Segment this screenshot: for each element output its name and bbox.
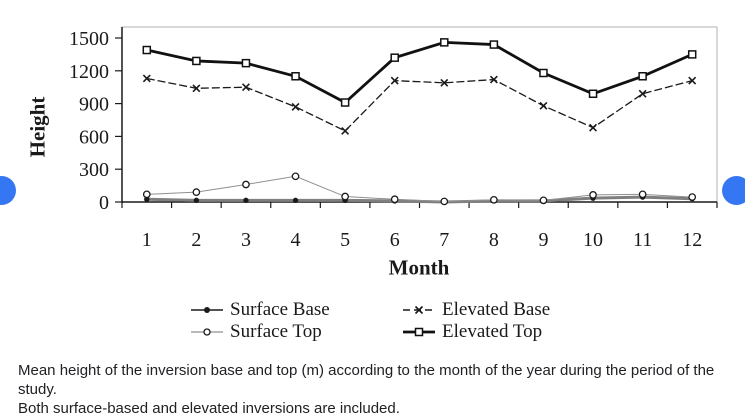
legend-item-elevated-top: Elevated Top — [402, 321, 550, 342]
svg-text:11: 11 — [633, 229, 652, 251]
svg-text:3: 3 — [241, 229, 251, 251]
svg-text:7: 7 — [439, 229, 449, 251]
carousel-prev-button[interactable] — [0, 176, 16, 205]
x-axis-title: Month — [388, 255, 450, 280]
svg-text:1: 1 — [142, 229, 152, 251]
surface-top-marker-icon — [190, 325, 224, 339]
svg-text:2: 2 — [191, 229, 201, 251]
svg-text:12: 12 — [682, 229, 702, 251]
caption-line-1: Mean height of the inversion base and to… — [18, 362, 715, 398]
legend-item-surface-base: Surface Base — [190, 299, 402, 320]
svg-text:5: 5 — [340, 229, 350, 251]
legend-label: Elevated Base — [442, 298, 551, 320]
svg-text:10: 10 — [583, 229, 603, 251]
svg-text:300: 300 — [79, 159, 109, 181]
legend-label: Elevated Top — [442, 320, 543, 342]
elevated-top-marker-icon — [402, 325, 436, 339]
svg-text:9: 9 — [538, 229, 548, 251]
elevated-base-marker-icon — [402, 303, 436, 317]
svg-text:1500: 1500 — [69, 28, 109, 50]
legend-label: Surface Top — [230, 320, 322, 342]
svg-text:4: 4 — [291, 229, 301, 251]
caption-line-2: Both surface-based and elevated inversio… — [18, 400, 400, 417]
svg-text:0: 0 — [99, 192, 109, 214]
y-axis-title: Height — [25, 96, 50, 158]
svg-text:6: 6 — [390, 229, 400, 251]
chart-legend: Surface Base Elevated Base Surface Top — [190, 299, 550, 342]
figure-caption: Mean height of the inversion base and to… — [18, 361, 729, 417]
svg-text:900: 900 — [79, 94, 109, 116]
legend-label: Surface Base — [230, 298, 330, 320]
legend-item-elevated-base: Elevated Base — [402, 299, 550, 320]
svg-text:600: 600 — [79, 126, 109, 148]
carousel-next-button[interactable] — [722, 176, 745, 205]
svg-text:8: 8 — [489, 229, 499, 251]
legend-item-surface-top: Surface Top — [190, 321, 402, 342]
svg-text:1200: 1200 — [69, 61, 109, 83]
surface-base-marker-icon — [190, 303, 224, 317]
